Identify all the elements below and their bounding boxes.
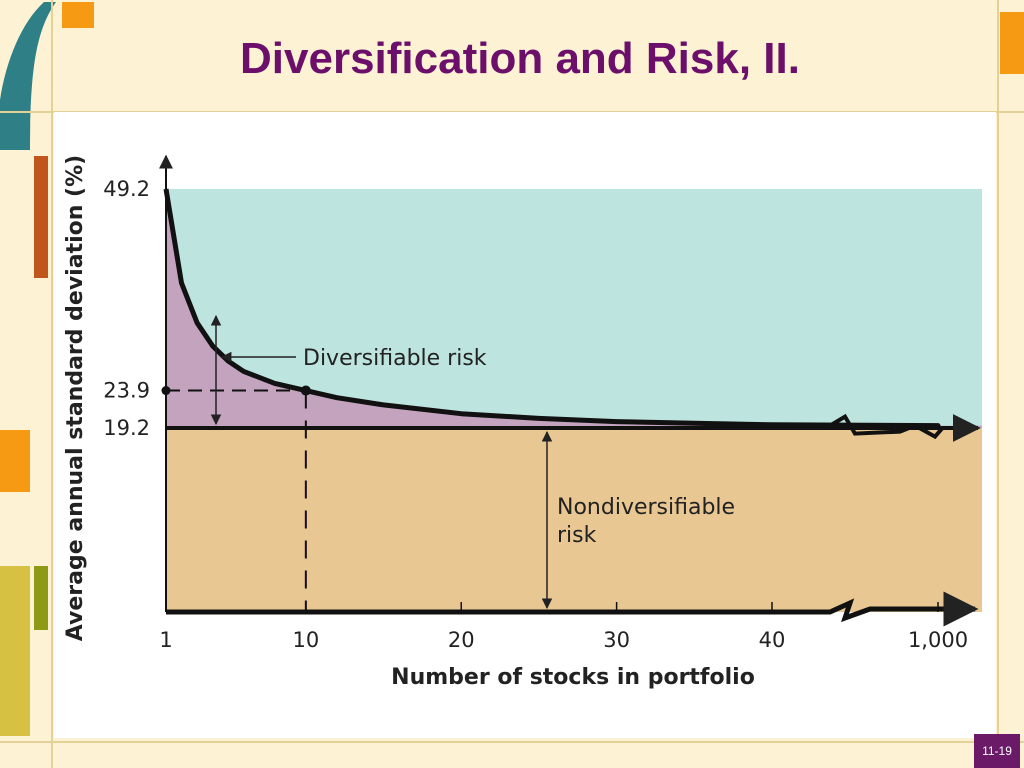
diversifiable-region xyxy=(166,189,982,428)
point-start xyxy=(161,386,171,396)
x-tick-label: 1 xyxy=(159,628,172,652)
page-number: 11-19 xyxy=(974,734,1020,768)
y-tick-label: 49.2 xyxy=(103,177,150,201)
decor-bar-orange-left xyxy=(0,430,30,492)
decor-bar-orange-right xyxy=(1000,12,1024,74)
y-tick-label: 23.9 xyxy=(103,379,150,403)
decor-square-top-left xyxy=(62,2,94,28)
decor-bar-yellow xyxy=(0,566,30,736)
annotation-line: risk xyxy=(557,523,597,548)
x-tick-label: 10 xyxy=(292,628,319,652)
x-tick-label: 40 xyxy=(759,628,786,652)
x-axis-title: Number of stocks in portfolio xyxy=(391,665,755,690)
point-10-stocks xyxy=(300,385,311,396)
x-tick-label: 30 xyxy=(603,628,630,652)
annotation-nondiversifiable: Nondiversifiable risk xyxy=(557,495,735,548)
nondiversifiable-region xyxy=(166,428,982,612)
y-tick-label: 19.2 xyxy=(103,416,150,440)
curve-break xyxy=(828,413,944,440)
y-axis-title: Average annual standard deviation (%) xyxy=(63,155,88,641)
slide-title: Diversification and Risk, II. xyxy=(240,34,800,83)
x-axis xyxy=(166,591,979,627)
risk-curve xyxy=(163,188,941,429)
annotation-line: Nondiversifiable xyxy=(557,495,735,520)
x-tick-label: 1,000 xyxy=(908,628,968,652)
decor-bar-olive xyxy=(34,566,48,630)
x-tick-label: 20 xyxy=(448,628,475,652)
annotation-diversifiable: Diversifiable risk xyxy=(303,346,487,371)
decor-bar-rust xyxy=(34,156,48,278)
